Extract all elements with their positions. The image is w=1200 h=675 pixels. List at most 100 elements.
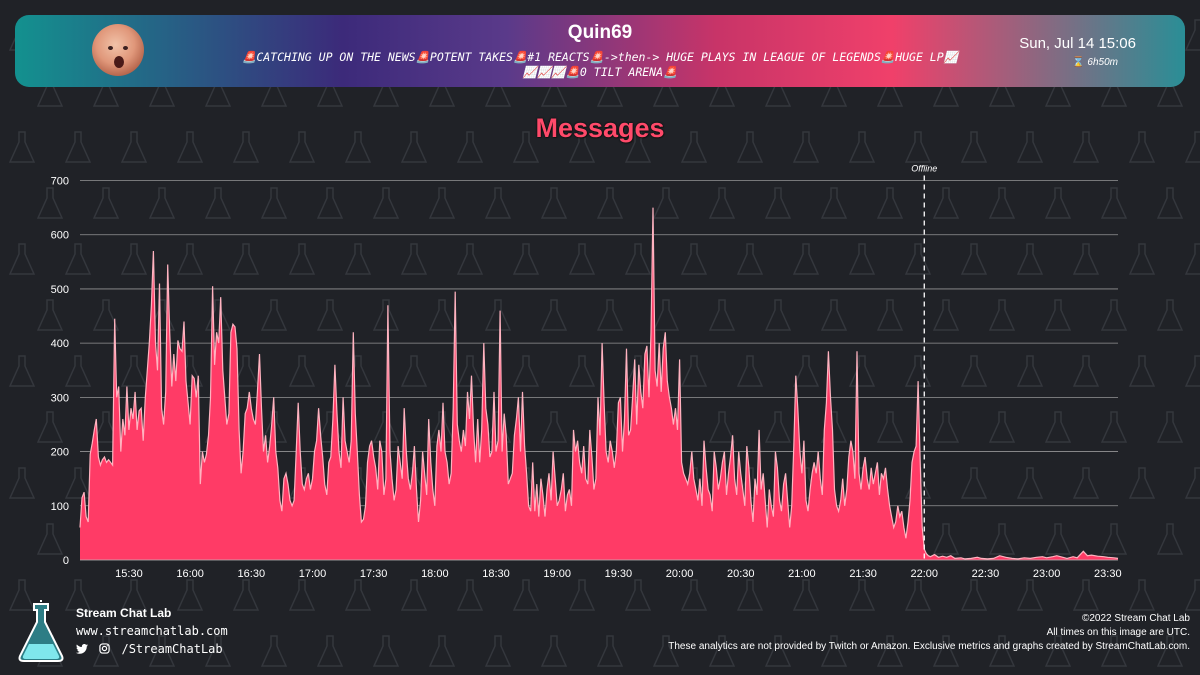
background-flask-icon [680,131,708,163]
background-flask-icon [176,579,204,611]
background-flask-icon [568,355,596,387]
y-tick-label: 0 [63,555,69,567]
background-flask-icon [1184,467,1200,499]
background-flask-icon [120,243,148,275]
background-flask-icon [1016,131,1044,163]
background-flask-icon [792,579,820,611]
background-flask-icon [1184,243,1200,275]
background-flask-icon [932,299,960,331]
stream-duration: ⌛ 6h50m [1072,57,1118,68]
background-flask-icon [316,635,344,667]
background-flask-icon [904,131,932,163]
background-flask-icon [764,411,792,443]
background-flask-icon [1100,411,1128,443]
background-flask-icon [764,635,792,667]
social-links[interactable]: /StreamChatLab [76,642,223,657]
background-flask-icon [680,579,708,611]
background-flask-icon [624,243,652,275]
background-flask-icon [1184,19,1200,51]
copyright-text: ©2022 Stream Chat Lab [1082,613,1190,624]
y-tick-label: 300 [51,392,69,404]
background-flask-icon [708,299,736,331]
stream-title-line2: 📈📈📈🚨0 TILT ARENA🚨 [522,65,678,79]
background-flask-icon [764,187,792,219]
background-flask-icon [1184,355,1200,387]
x-tick-label: 20:30 [727,568,755,580]
flask-logo [18,600,64,662]
background-flask-icon [792,355,820,387]
messages-area [80,207,1118,560]
background-flask-icon [288,579,316,611]
streamer-name: Quin69 [567,22,633,43]
stream-title: 🚨CATCHING UP ON THE NEWS🚨POTENT TAKES🚨#1… [220,50,980,80]
instagram-icon[interactable] [99,642,110,657]
background-flask-icon [932,635,960,667]
background-flask-icon [1016,467,1044,499]
background-flask-icon [820,187,848,219]
background-flask-icon [708,187,736,219]
background-flask-icon [652,635,680,667]
avatar-eye [108,46,113,50]
background-flask-icon [8,467,36,499]
y-tick-label: 500 [51,284,69,296]
background-flask-icon [484,187,512,219]
hourglass-icon: ⌛ [1072,57,1085,68]
background-flask-icon [1128,131,1156,163]
background-flask-icon [988,635,1016,667]
background-flask-icon [36,523,64,555]
duration-value: 6h50m [1087,57,1118,68]
background-flask-icon [960,467,988,499]
x-tick-label: 15:30 [115,568,143,580]
background-flask-icon [736,355,764,387]
background-flask-icon [36,411,64,443]
background-flask-icon [148,635,176,667]
background-flask-icon [540,411,568,443]
background-flask-icon [568,243,596,275]
background-flask-icon [540,187,568,219]
background-flask-icon [1128,243,1156,275]
background-flask-icon [1128,467,1156,499]
background-flask-icon [288,243,316,275]
background-flask-icon [932,187,960,219]
background-flask-icon [484,299,512,331]
background-flask-icon [1156,187,1184,219]
background-flask-icon [820,299,848,331]
background-flask-icon [400,355,428,387]
background-flask-icon [988,187,1016,219]
background-flask-icon [176,243,204,275]
background-flask-icon [568,131,596,163]
background-flask-icon [36,299,64,331]
background-flask-icon [876,299,904,331]
website-link[interactable]: www.streamchatlab.com [76,624,228,638]
background-flask-icon [232,243,260,275]
background-flask-icon [876,187,904,219]
background-flask-icon [400,131,428,163]
background-flask-icon [540,299,568,331]
background-flask-icon [736,131,764,163]
x-tick-label: 21:30 [849,568,877,580]
background-flask-icon [736,579,764,611]
background-flask-icon [596,635,624,667]
background-flask-icon [960,579,988,611]
x-tick-label: 20:00 [666,568,694,580]
background-flask-icon [316,299,344,331]
x-tick-label: 23:30 [1094,568,1122,580]
background-flask-icon [1072,243,1100,275]
background-flask-icon [1156,523,1184,555]
background-flask-icon [624,579,652,611]
background-flask-icon [1016,579,1044,611]
background-flask-icon [960,131,988,163]
background-flask-icon [372,187,400,219]
background-flask-icon [904,243,932,275]
y-tick-label: 200 [51,447,69,459]
background-flask-icon [8,355,36,387]
background-flask-icon [92,299,120,331]
twitter-icon[interactable] [76,643,88,657]
messages-line [79,207,1119,560]
messages-area-chart: 0 100 200 300 400 500 600 700 15:30 16:00 16:30 17:… [51,164,1122,581]
background-flask-icon [1156,635,1184,667]
background-flask-icon [1044,523,1072,555]
avatar-eye [123,46,128,50]
background-flask-icon [428,187,456,219]
background-flask-icon [1072,355,1100,387]
